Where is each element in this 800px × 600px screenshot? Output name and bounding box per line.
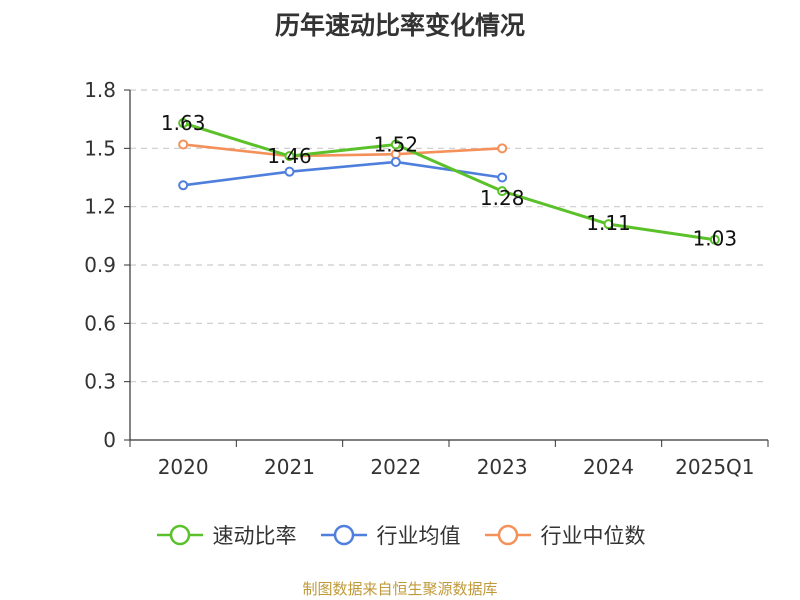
legend-item[interactable]: 行业中位数 xyxy=(483,520,646,550)
y-tick-label: 0 xyxy=(103,428,116,452)
x-tick-label: 2024 xyxy=(583,455,634,479)
series-line-1 xyxy=(183,160,503,187)
x-tick-label: 2025Q1 xyxy=(675,455,754,479)
y-tick-label: 0.3 xyxy=(84,370,116,394)
data-label: 1.28 xyxy=(480,186,525,210)
source-note: 制图数据来自恒生聚源数据库 xyxy=(302,580,498,598)
data-point xyxy=(390,139,401,150)
series-line-0 xyxy=(182,121,716,242)
x-tick-label: 2021 xyxy=(264,455,315,479)
y-tick-label: 1.5 xyxy=(84,136,116,160)
data-points xyxy=(178,118,720,245)
data-point xyxy=(497,143,508,154)
chart-title: 历年速动比率变化情况 xyxy=(274,11,525,40)
legend-label: 行业中位数 xyxy=(540,524,646,548)
data-point xyxy=(497,172,508,183)
legend-swatch-icon xyxy=(156,524,203,546)
data-label: 1.63 xyxy=(161,111,206,135)
axes: 0 0.3 0.6 0.9 1.2 1.5 1.8 2020 2021 2022 2023 2024 2… xyxy=(84,78,769,479)
data-point xyxy=(178,180,189,191)
data-point xyxy=(284,151,295,162)
x-tick-label: 2020 xyxy=(158,455,209,479)
series-lines xyxy=(182,121,716,242)
data-label: 1.52 xyxy=(374,132,419,156)
data-point xyxy=(390,156,401,167)
x-tick-label: 2023 xyxy=(477,455,528,479)
series-line-2 xyxy=(183,143,503,158)
legend-item[interactable]: 行业均值 xyxy=(319,520,461,550)
y-tick-label: 0.9 xyxy=(84,253,116,277)
data-point xyxy=(497,186,508,197)
data-point xyxy=(178,139,189,150)
legend-item[interactable]: 速动比率 xyxy=(155,520,297,550)
data-point xyxy=(178,118,189,129)
legend-swatch-icon xyxy=(484,524,531,546)
y-tick-label: 1.8 xyxy=(84,78,116,102)
data-point xyxy=(709,234,720,245)
legend: 速动比率 行业均值 行业中位数 xyxy=(0,520,800,550)
legend-swatch-icon xyxy=(320,524,367,546)
gridlines xyxy=(130,89,768,383)
data-label: 1.11 xyxy=(586,211,631,235)
data-point xyxy=(284,166,295,177)
data-label: 1.46 xyxy=(267,144,312,168)
data-point xyxy=(603,219,614,230)
legend-label: 行业均值 xyxy=(376,524,461,548)
data-labels: 1.63 1.46 1.52 1.28 1.11 1.03 xyxy=(161,111,737,251)
y-tick-label: 0.6 xyxy=(84,311,116,335)
data-label: 1.03 xyxy=(693,227,738,251)
y-tick-label: 1.2 xyxy=(84,195,116,219)
x-tick-label: 2022 xyxy=(370,455,421,479)
legend-label: 速动比率 xyxy=(212,524,297,548)
